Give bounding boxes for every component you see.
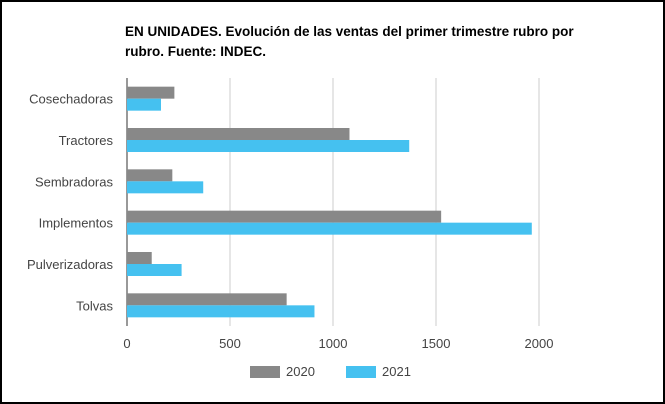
bar-2021-tractores <box>127 140 410 152</box>
bar-2020-pulverizadoras <box>127 252 152 264</box>
category-label: Sembradoras <box>35 174 114 189</box>
category-label: Tolvas <box>76 298 113 313</box>
bar-2020-implementos <box>127 210 442 223</box>
legend: 2020 2021 <box>250 364 411 379</box>
chart-title: EN UNIDADES. Evolución de las ventas del… <box>125 24 574 59</box>
grid-lines <box>126 78 540 326</box>
legend-label-2020: 2020 <box>286 364 315 379</box>
bar-2021-implementos <box>127 222 532 235</box>
x-tick-labels: 0 500 1000 1500 2000 <box>123 336 553 351</box>
bar-2020-sembradoras <box>127 169 173 182</box>
bar-2020-tractores <box>127 128 350 140</box>
x-tick-label: 2000 <box>525 336 554 351</box>
legend-swatch-2021 <box>346 366 376 378</box>
bar-2021-pulverizadoras <box>127 264 182 276</box>
x-tick-label: 1000 <box>319 336 348 351</box>
category-label: Cosechadoras <box>29 92 113 107</box>
bars <box>127 86 532 318</box>
bar-2021-sembradoras <box>127 181 204 194</box>
bar-2021-tolvas <box>127 305 315 318</box>
legend-swatch-2020 <box>250 366 280 378</box>
bar-2020-cosechadoras <box>127 86 175 99</box>
bar-2021-cosechadoras <box>127 98 161 111</box>
x-tick-label: 1500 <box>422 336 451 351</box>
x-tick-label: 500 <box>219 336 241 351</box>
x-tick-label: 0 <box>123 336 130 351</box>
category-label: Tractores <box>59 133 114 148</box>
legend-label-2021: 2021 <box>382 364 411 379</box>
bar-2020-tolvas <box>127 293 287 306</box>
category-labels: Cosechadoras Tractores Sembradoras Implemen… <box>27 92 113 314</box>
category-label: Pulverizadoras <box>27 257 113 272</box>
category-label: Implementos <box>39 216 114 231</box>
